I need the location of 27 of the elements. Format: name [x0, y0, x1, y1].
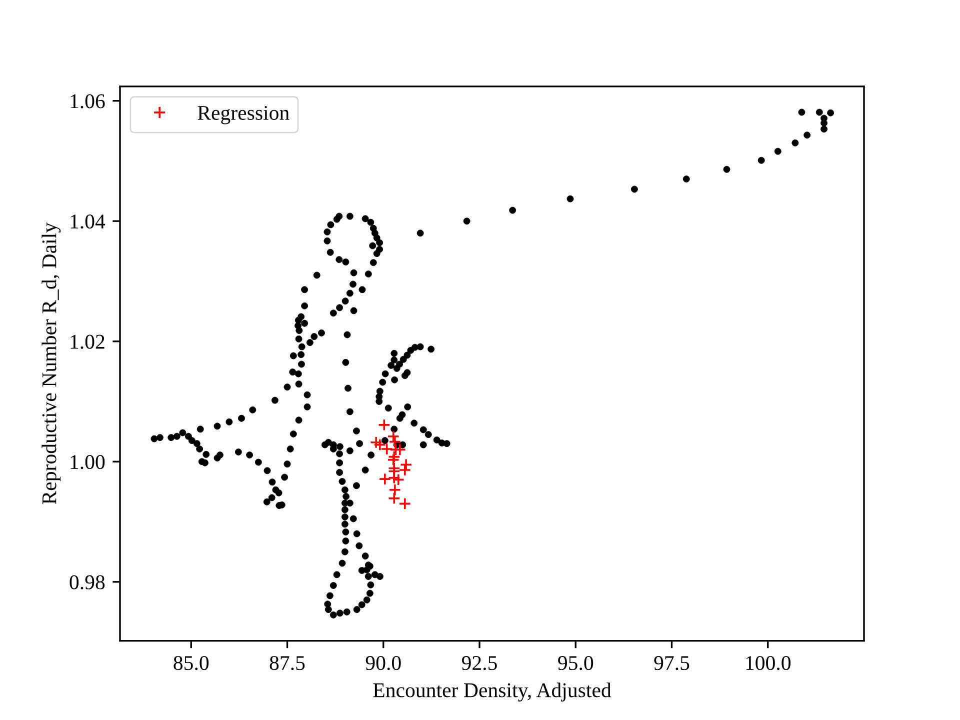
x-tick-label: 92.5: [462, 656, 497, 670]
point: [398, 497, 412, 510]
point: [388, 472, 400, 484]
x-tick-label: 97.5: [654, 656, 690, 670]
y-tick-label: 1.02: [70, 334, 104, 349]
point: [387, 454, 400, 466]
x-tick-label: 87.5: [270, 656, 305, 670]
x-tick-label: 85.0: [174, 656, 209, 670]
x-axis-title: Encounter Density, Adjusted: [373, 682, 612, 702]
point: [389, 443, 402, 456]
point: [378, 418, 390, 432]
y-tick-label: 0.98: [70, 575, 105, 590]
point: [388, 492, 400, 505]
y-axis-title: Reproductive Number R_d, Daily: [42, 222, 61, 504]
point: [370, 436, 382, 449]
point: [400, 458, 412, 471]
point: [388, 484, 402, 496]
x-tick-label: 100.0: [746, 656, 791, 670]
y-tick-label: 1.04: [70, 214, 106, 229]
x-tick-label: 90.0: [366, 656, 401, 670]
x-tick-label: 95.0: [558, 656, 594, 670]
point: [378, 472, 392, 486]
y-tick-label: 1.00: [70, 454, 105, 470]
point: [392, 473, 405, 486]
point: [374, 438, 386, 452]
y-tick-label: 1.06: [70, 94, 105, 108]
legend-label: Regression: [198, 106, 290, 124]
